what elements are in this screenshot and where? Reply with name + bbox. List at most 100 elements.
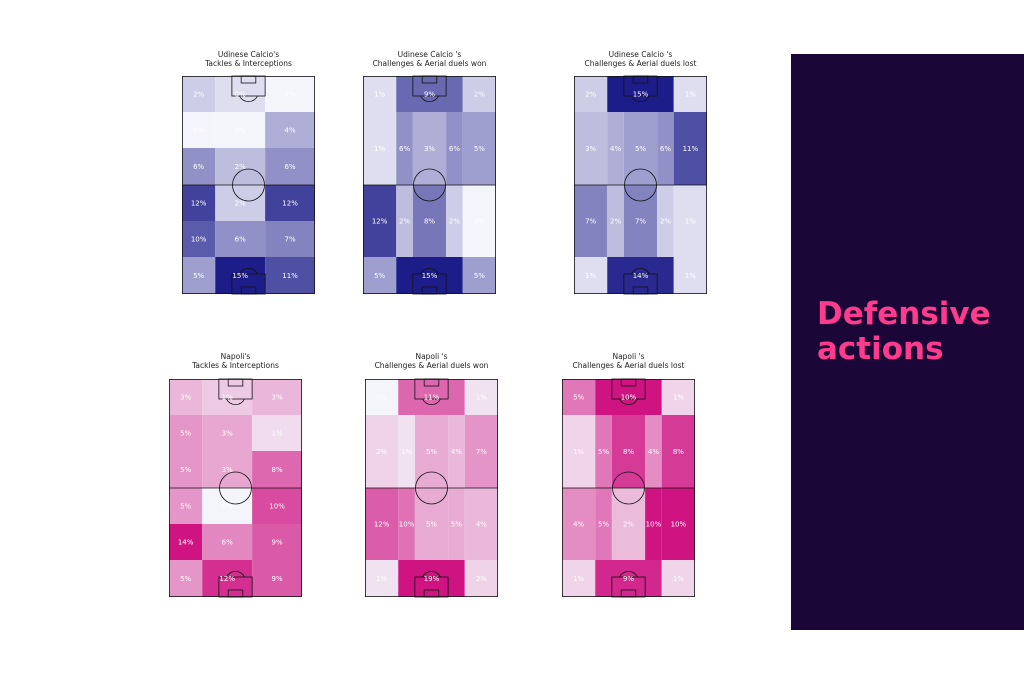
heatmap-cell bbox=[595, 415, 612, 488]
heatmap-cell-label: 12% bbox=[191, 200, 207, 208]
chart-title: Udinese Calcio's Tackles & Interceptions bbox=[142, 50, 355, 68]
chart-title-line2: Challenges & Aerial duels won bbox=[374, 361, 489, 370]
heatmap-cell bbox=[414, 415, 449, 488]
pitch-heatmap: 2% 0% 2% 0% 0% 4% 6% 2% 6% 12% 2% 12% 10% 6% 7% 5% 15% 11… bbox=[182, 75, 315, 295]
heatmap-cell bbox=[169, 560, 203, 597]
heatmap-cell bbox=[661, 488, 695, 560]
penalty-arc-top bbox=[226, 398, 245, 405]
heatmap-cell bbox=[363, 112, 397, 185]
heatmap-cell bbox=[202, 415, 253, 451]
penalty-arc-top bbox=[631, 95, 650, 102]
heatmap-cell-label: 0% bbox=[235, 127, 246, 135]
heatmap-cell-label: 2% bbox=[193, 91, 204, 99]
penalty-arc-bottom bbox=[420, 268, 439, 275]
heatmap-cell bbox=[595, 379, 662, 415]
heatmap-cell bbox=[265, 185, 315, 221]
heatmap-cell-label: 8% bbox=[623, 448, 634, 456]
heatmap-cell-label: 5% bbox=[426, 448, 437, 456]
chart-title-line2: Challenges & Aerial duels lost bbox=[584, 59, 697, 68]
heatmap-cell-label: 1% bbox=[374, 145, 385, 153]
heatmap-labels: 1% 9% 2% 1% 6% 3% 6% 5% 12% 2% 8% 2% 0% 5% 15% 5% bbox=[372, 91, 485, 281]
heatmap-cell-label: 15% bbox=[633, 91, 649, 99]
heatmap-cell-label: 4% bbox=[648, 448, 659, 456]
heatmap-cell bbox=[657, 185, 674, 257]
heatmap-cell-label: 1% bbox=[401, 448, 412, 456]
heatmap-cell-label: 1% bbox=[573, 575, 584, 583]
heatmap-cell bbox=[265, 112, 315, 148]
heatmap-cell-label: 3% bbox=[424, 145, 435, 153]
chart-title: Napoli 's Challenges & Aerial duels won bbox=[325, 352, 538, 370]
heatmap-cell-label: 2% bbox=[376, 448, 387, 456]
pitch-heatmap: 0% 11% 1% 2% 1% 5% 4% 7% 12% 10% 5% 5% 4% 1% 19% 2% bbox=[365, 378, 498, 598]
heatmap-cell bbox=[365, 488, 399, 560]
chart-title-line2: Challenges & Aerial duels lost bbox=[572, 361, 685, 370]
pitch-heatmap: 3% 1% 3% 5% 3% 1% 5% 3% 8% 5% 0% 10% 14% 6% 9% 5% 12% 9% bbox=[169, 378, 302, 598]
heatmap-cell bbox=[661, 560, 695, 597]
heatmap-cell-label: 2% bbox=[235, 200, 246, 208]
center-circle bbox=[413, 168, 446, 202]
chart-title-line1: Napoli 's bbox=[415, 352, 448, 361]
heatmap-cell-label: 2% bbox=[399, 218, 410, 226]
chart-title: Udinese Calcio 's Challenges & Aerial du… bbox=[534, 50, 747, 68]
heatmap-cell bbox=[562, 560, 596, 597]
goal-box-top bbox=[423, 378, 440, 387]
chart-title-line2: Challenges & Aerial duels won bbox=[372, 59, 487, 68]
heatmap-cell-label: 5% bbox=[180, 503, 191, 511]
heatmap-cell bbox=[215, 112, 266, 148]
heatmap-cell-label: 3% bbox=[222, 430, 233, 438]
heatmap-cell bbox=[673, 76, 707, 112]
heatmap-cell bbox=[169, 379, 203, 415]
heatmap-cell-label: 1% bbox=[685, 218, 696, 226]
heatmap-cell bbox=[562, 379, 596, 415]
pitch-heatmap: 1% 9% 2% 1% 6% 3% 6% 5% 12% 2% 8% 2% 0% 5% 15% 5% bbox=[363, 75, 496, 295]
heatmap-cell bbox=[265, 221, 315, 257]
heatmap-cells bbox=[562, 379, 695, 597]
heatmap-cell-label: 3% bbox=[272, 394, 283, 402]
heatmap-cell-label: 9% bbox=[272, 575, 283, 583]
penalty-arc-top bbox=[420, 95, 439, 102]
heatmap-cell bbox=[252, 451, 302, 488]
heatmap-cell-label: 2% bbox=[474, 91, 485, 99]
heatmap-cell bbox=[462, 112, 496, 185]
heatmap-cell-label: 10% bbox=[621, 394, 637, 402]
heatmap-cell-label: 6% bbox=[235, 236, 246, 244]
heatmap-cell bbox=[169, 488, 203, 524]
heatmap-cell bbox=[607, 185, 624, 257]
heatmap-cell bbox=[215, 257, 266, 294]
heatmap-cell-label: 4% bbox=[451, 448, 462, 456]
heatmap-cell-label: 8% bbox=[424, 218, 435, 226]
penalty-arc-top bbox=[422, 398, 441, 405]
goal-box-bottom bbox=[632, 286, 649, 295]
heatmap-cell bbox=[252, 524, 302, 560]
chart-title-line1: Udinese Calcio 's bbox=[397, 50, 462, 59]
heatmap-cell bbox=[462, 76, 496, 112]
heatmap-cell-label: 2% bbox=[585, 91, 596, 99]
pitch-lines bbox=[363, 75, 496, 295]
heatmap-cell bbox=[182, 112, 216, 148]
heatmap-cell-label: 9% bbox=[272, 539, 283, 547]
heatmap-cell-label: 10% bbox=[671, 521, 687, 529]
heatmap-cell bbox=[574, 76, 608, 112]
heatmap-cell-label: 15% bbox=[422, 272, 438, 280]
penalty-arc-bottom bbox=[226, 571, 245, 578]
heatmap-cell-label: 7% bbox=[585, 218, 596, 226]
heatmap-cell bbox=[398, 379, 465, 415]
heatmap-cell bbox=[396, 76, 463, 112]
heatmap-cell bbox=[464, 379, 498, 415]
pitch-heatmap: 5% 10% 1% 1% 5% 8% 4% 8% 4% 5% 2% 10% 10% 1% 9% 1% bbox=[562, 378, 695, 598]
heatmap-cell-label: 12% bbox=[219, 575, 235, 583]
heatmap-cell bbox=[611, 415, 646, 488]
heatmap-cell-label: 5% bbox=[180, 430, 191, 438]
heatmap-cell-label: 5% bbox=[193, 272, 204, 280]
heatmap-cell bbox=[574, 257, 608, 294]
center-circle bbox=[219, 471, 252, 505]
heatmap-cell-label: 2% bbox=[610, 218, 621, 226]
heatmap-cell bbox=[182, 148, 216, 185]
heatmap-cell-label: 2% bbox=[235, 163, 246, 171]
heatmap-cell bbox=[673, 185, 707, 257]
heatmap-cell-label: 9% bbox=[623, 575, 634, 583]
heatmap-cell-label: 6% bbox=[285, 163, 296, 171]
heatmap-cell bbox=[252, 560, 302, 597]
heatmap-cell bbox=[398, 560, 465, 597]
heatmap-cell bbox=[265, 76, 315, 112]
